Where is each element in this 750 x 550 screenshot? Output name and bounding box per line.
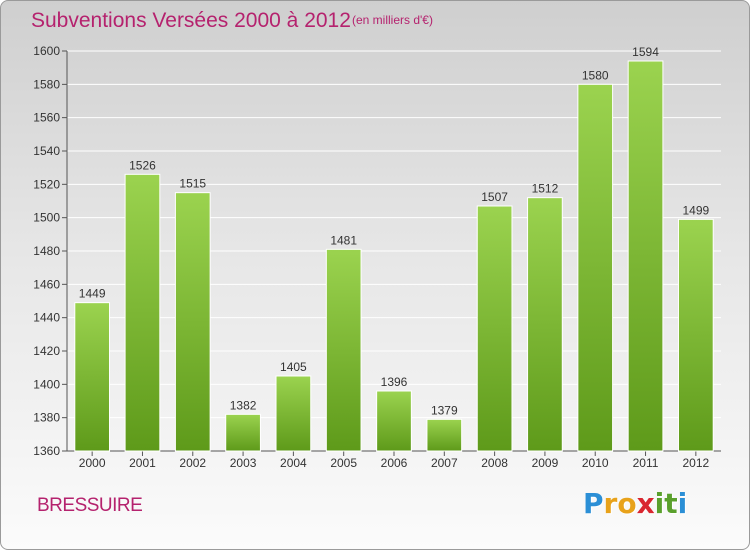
commune-name: BRESSUIRE: [37, 495, 143, 516]
y-tick-label: 1380: [33, 411, 60, 425]
bar-2005: [325, 248, 362, 452]
bar-2006: [376, 390, 412, 452]
bar-2002: [174, 192, 211, 452]
bar-2010: [577, 83, 614, 452]
x-tick-label: 2009: [532, 456, 559, 470]
x-tick-label: 2003: [230, 456, 257, 470]
bar-2012: [677, 218, 714, 452]
data-label: 1499: [682, 203, 709, 217]
y-tick-label: 1420: [33, 344, 60, 358]
logo-letter: x: [636, 487, 655, 520]
data-label: 1526: [129, 158, 156, 172]
x-tick-label: 2000: [79, 456, 106, 470]
x-tick-label: 2007: [431, 456, 458, 470]
data-label: 1405: [280, 360, 307, 374]
x-tick-label: 2001: [129, 456, 156, 470]
y-tick-label: 1500: [33, 211, 60, 225]
data-label: 1512: [532, 182, 559, 196]
x-tick-label: 2006: [381, 456, 408, 470]
x-tick-label: 2011: [633, 456, 659, 470]
x-tick-label: 2012: [682, 456, 709, 470]
y-tick-label: 1520: [33, 177, 60, 191]
y-tick-label: 1560: [33, 111, 60, 125]
y-tick-label: 1360: [33, 444, 60, 458]
x-tick-label: 2004: [280, 456, 307, 470]
bar-2004: [275, 375, 312, 452]
data-label: 1379: [431, 403, 458, 417]
logo-letter: t: [664, 487, 678, 520]
bar-2007: [426, 418, 463, 452]
data-label: 1481: [330, 233, 357, 247]
logo-letter: o: [617, 487, 637, 520]
y-tick-label: 1460: [33, 277, 60, 291]
y-tick-label: 1600: [33, 44, 60, 58]
data-label: 1515: [179, 177, 206, 191]
x-tick-label: 2005: [330, 456, 357, 470]
data-label: 1580: [582, 68, 609, 82]
x-tick-label: 2010: [582, 456, 609, 470]
data-label: 1594: [632, 45, 659, 59]
bar-2003: [225, 413, 261, 452]
data-label: 1382: [230, 398, 257, 412]
logo-letter: i: [677, 487, 688, 520]
bar-2000: [74, 302, 111, 452]
proxiti-logo: Proxiti: [583, 487, 687, 520]
y-tick-label: 1480: [33, 244, 60, 258]
y-tick-label: 1400: [33, 377, 60, 391]
y-tick-label: 1540: [33, 144, 60, 158]
data-label: 1396: [381, 375, 408, 389]
bar-2001: [124, 173, 161, 452]
data-label: 1449: [79, 287, 106, 301]
bar-2011: [627, 60, 664, 452]
chart-subtitle: (en milliers d'€): [352, 13, 433, 27]
logo-letter: i: [654, 487, 665, 520]
x-tick-label: 2002: [179, 456, 206, 470]
chart-title: Subventions Versées 2000 à 2012: [31, 9, 351, 32]
data-label: 1507: [481, 190, 508, 204]
bar-2008: [476, 205, 513, 452]
y-tick-label: 1580: [33, 77, 60, 91]
logo-letter: r: [603, 487, 618, 520]
logo-letter: P: [583, 487, 604, 520]
bar-2009: [527, 197, 563, 452]
x-tick-label: 2008: [481, 456, 508, 470]
y-tick-label: 1440: [33, 311, 60, 325]
